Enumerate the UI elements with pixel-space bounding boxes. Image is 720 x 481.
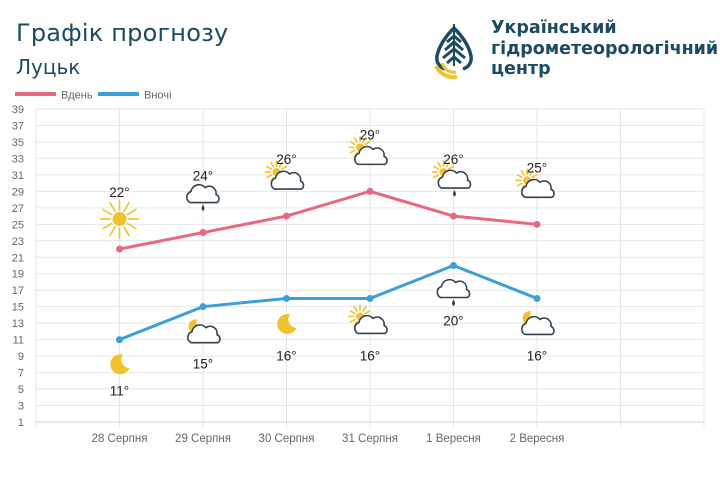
x-tick-label: 1 Вересня [426,433,481,445]
partly-cloudy-rain-icon [431,160,472,197]
data-point [450,262,457,269]
y-tick-label: 13 [12,318,24,330]
temperature-label: 20° [443,314,463,329]
y-tick-label: 29 [12,186,24,198]
legend-swatch [98,92,139,96]
series-line-day [119,189,538,251]
temperature-label: 15° [193,357,213,372]
temperature-label: 25° [527,160,547,175]
y-tick-label: 23 [12,236,24,248]
y-tick-label: 25 [12,219,24,231]
city-name: Луцьк [16,55,81,79]
y-tick-label: 21 [12,252,24,264]
y-tick-label: 7 [18,368,24,380]
y-tick-label: 19 [12,269,24,281]
chart-grid [35,108,705,428]
y-tick-label: 15 [12,302,24,314]
organization-name: Український гідрометеорологічний центр [491,18,718,80]
temperature-label: 24° [193,169,213,184]
partly-cloudy-icon [348,304,388,335]
y-tick-label: 17 [12,285,24,297]
data-point [283,212,290,220]
y-tick-label: 5 [18,384,24,396]
partly-cloudy-icon [348,135,388,166]
x-tick-label: 2 Вересня [510,433,565,445]
page-title: Графік прогнозу [16,19,229,47]
org-line: Український [491,18,617,38]
y-tick-label: 3 [18,401,24,413]
y-tick-label: 39 [12,104,24,116]
data-point [283,294,290,302]
org-line: центр [491,59,551,79]
x-tick-label: 29 Серпня [175,433,231,445]
data-point [199,229,207,237]
partly-cloudy-icon [515,168,555,199]
data-point [116,245,123,253]
data-point [533,294,541,302]
y-tick-label: 11 [13,335,24,347]
moon-cloud-icon [521,311,555,336]
sun-icon [99,199,140,239]
x-tick-label: 31 Серпня [342,433,398,445]
y-tick-label: 33 [12,153,24,165]
y-tick-label: 31 [12,170,24,182]
y-tick-label: 27 [12,203,24,215]
x-tick-label: 28 Серпня [92,433,148,445]
temperature-label: 16° [527,348,547,363]
y-tick-label: 1 [18,417,24,429]
temperature-label: 29° [360,127,380,142]
x-tick-label: 30 Серпня [259,433,315,445]
org-line: гідрометеорологічний [491,38,719,59]
y-tick-label: 37 [12,120,24,132]
hydromet-logo-icon [434,24,473,80]
moon-cloud-icon [187,319,221,344]
data-point [366,187,374,195]
temperature-label: 22° [109,185,129,200]
legend-label: Вночі [144,90,171,102]
cloud-rain-icon [436,278,471,306]
data-point [450,212,457,220]
data-point [116,336,123,344]
cloud-rain-icon [186,183,220,212]
temperature-label: 11° [110,384,129,399]
series-line-night [118,264,538,342]
moon-icon [110,354,130,375]
temperature-label: 16° [276,348,296,363]
y-tick-label: 35 [12,137,24,149]
y-tick-label: 9 [18,351,24,363]
temperature-label: 26° [276,152,296,167]
data-point [366,294,374,302]
legend-label: Вдень [61,90,93,102]
data-point [199,303,207,311]
temperature-label: 26° [443,152,463,167]
data-point [533,220,541,228]
partly-cloudy-icon [264,160,305,190]
temperature-label: 16° [360,348,380,363]
legend-swatch [15,92,56,96]
moon-icon [277,314,297,335]
